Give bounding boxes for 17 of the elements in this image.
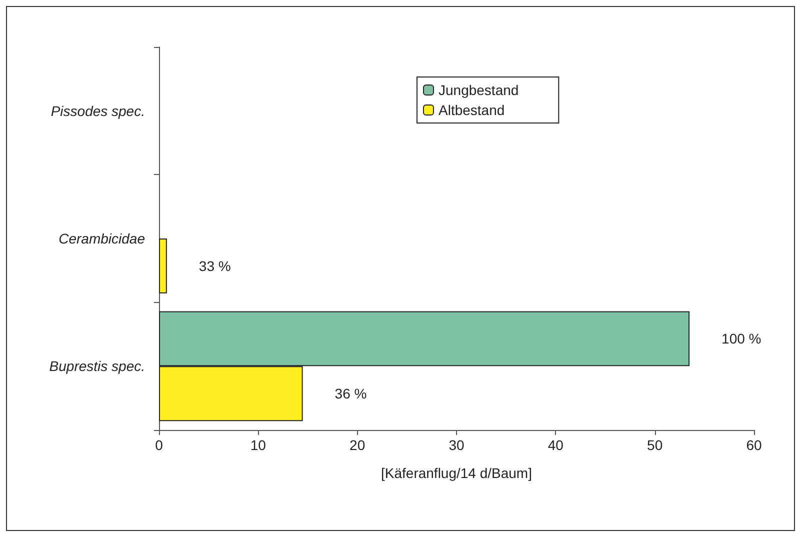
annotation: 36 % xyxy=(334,386,367,402)
bar xyxy=(159,238,167,294)
x-tick-label: 20 xyxy=(350,437,366,453)
y-tick-label: Buprestis spec. xyxy=(49,358,145,374)
annotation: 33 % xyxy=(198,258,231,274)
y-tick-label: Pissodes spec. xyxy=(50,102,145,119)
x-axis-title: [Käferanflug/14 d/Baum] xyxy=(381,465,532,481)
legend-label: Jungbestand xyxy=(438,82,519,98)
x-tick-label: 10 xyxy=(250,437,266,453)
annotation: 100 % xyxy=(722,330,762,347)
x-tick-label: 30 xyxy=(448,437,464,453)
x-tick-label: 0 xyxy=(155,437,164,453)
x-tick-label: 50 xyxy=(647,437,663,453)
x-tick-label: 60 xyxy=(746,437,762,453)
y-tick-label: Cerambicidae xyxy=(58,230,146,246)
legend-label: Altbestand xyxy=(438,102,505,118)
x-tick-label: 40 xyxy=(548,437,564,453)
